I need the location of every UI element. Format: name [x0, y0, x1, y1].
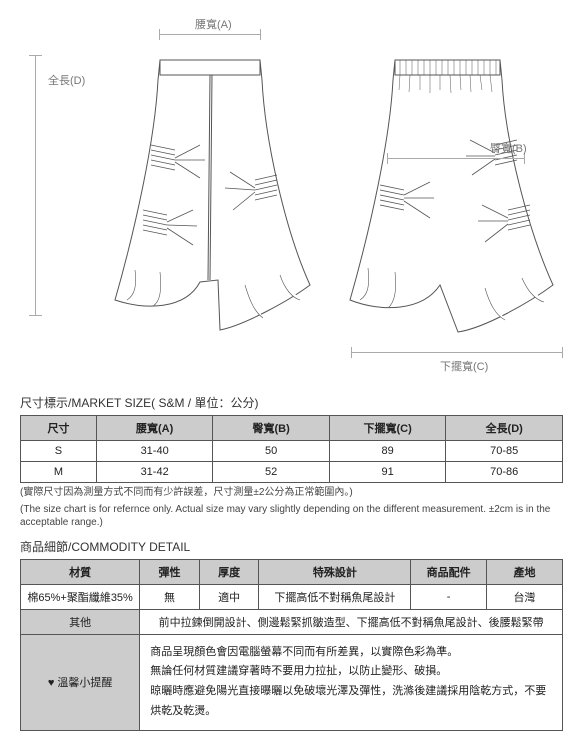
- hip-measure-line: [388, 158, 524, 159]
- size-note-en: (The size chart is for refernce only. Ac…: [20, 503, 563, 530]
- detail-header: 厚度: [199, 559, 259, 584]
- size-header: 腰寬(A): [96, 416, 213, 441]
- detail-cell: 台灣: [487, 584, 563, 609]
- size-cell: 91: [329, 462, 446, 483]
- content-area: 尺寸標示/MARKET SIZE( S&M / 單位：公分) 尺寸 腰寬(A) …: [0, 380, 583, 741]
- size-cell: 50: [213, 441, 330, 462]
- table-row: M 31-42 52 91 70-86: [21, 462, 563, 483]
- detail-section-title: 商品細節/COMMODITY DETAIL: [20, 538, 563, 555]
- tip-line: 商品呈現顏色會因電腦螢幕不同而有所差異，以實際色彩為準。: [150, 643, 552, 663]
- detail-header: 彈性: [140, 559, 200, 584]
- detail-header: 產地: [487, 559, 563, 584]
- front-skirt-drawing: [105, 50, 315, 340]
- waist-measure-line: [160, 34, 260, 35]
- size-header: 全長(D): [446, 416, 563, 441]
- detail-header: 商品配件: [411, 559, 487, 584]
- detail-table: 材質 彈性 厚度 特殊設計 商品配件 產地 棉65%+聚酯纖維35% 無 適中 …: [20, 559, 563, 731]
- table-row: 尺寸 腰寬(A) 臀寬(B) 下擺寬(C) 全長(D): [21, 416, 563, 441]
- other-label: 其他: [21, 609, 140, 634]
- other-value: 前中拉鍊倒開設計、側邊鬆緊抓皺造型、下擺高低不對稱魚尾設計、後腰鬆緊帶: [140, 609, 563, 634]
- size-cell: 89: [329, 441, 446, 462]
- table-row: 材質 彈性 厚度 特殊設計 商品配件 產地: [21, 559, 563, 584]
- table-row: ♥ 溫馨小提醒 商品呈現顏色會因電腦螢幕不同而有所差異，以實際色彩為準。 無論任…: [21, 634, 563, 730]
- hem-width-label: 下擺寬(C): [440, 358, 488, 374]
- tip-line: 無論任何材質建議穿著時不要用力拉扯，以防止變形、破損。: [150, 662, 552, 682]
- detail-header: 材質: [21, 559, 140, 584]
- detail-cell: 無: [140, 584, 200, 609]
- detail-cell: -: [411, 584, 487, 609]
- size-cell: M: [21, 462, 97, 483]
- table-row: 棉65%+聚酯纖維35% 無 適中 下擺高低不對稱魚尾設計 - 台灣: [21, 584, 563, 609]
- size-cell: 31-40: [96, 441, 213, 462]
- detail-cell: 下擺高低不對稱魚尾設計: [259, 584, 411, 609]
- table-row: 其他 前中拉鍊倒開設計、側邊鬆緊抓皺造型、下擺高低不對稱魚尾設計、後腰鬆緊帶: [21, 609, 563, 634]
- hip-width-label: 臀寬(B): [490, 140, 527, 156]
- length-measure-line: [35, 55, 36, 315]
- tips-label: ♥ 溫馨小提醒: [21, 634, 140, 730]
- size-table: 尺寸 腰寬(A) 臀寬(B) 下擺寬(C) 全長(D) S 31-40 50 8…: [20, 415, 563, 483]
- detail-cell: 適中: [199, 584, 259, 609]
- hem-measure-line: [352, 352, 562, 353]
- size-cell: 70-85: [446, 441, 563, 462]
- back-skirt-drawing: [340, 50, 560, 340]
- size-cell: 52: [213, 462, 330, 483]
- size-cell: 70-86: [446, 462, 563, 483]
- detail-cell: 棉65%+聚酯纖維35%: [21, 584, 140, 609]
- detail-header: 特殊設計: [259, 559, 411, 584]
- size-note-zh: (實際尺寸因為測量方式不同而有少許誤差，尺寸測量±2公分為正常範圍內。): [20, 486, 563, 500]
- size-header: 下擺寬(C): [329, 416, 446, 441]
- full-length-label: 全長(D): [48, 72, 85, 88]
- skirt-diagram: 腰寬(A) 全長(D): [0, 0, 583, 380]
- waist-width-label: 腰寬(A): [195, 16, 232, 32]
- size-section-title: 尺寸標示/MARKET SIZE( S&M / 單位：公分): [20, 394, 563, 411]
- tip-line: 晾曬時應避免陽光直接曝曬以免破壞光澤及彈性，洗滌後建議採用陰乾方式，不要烘乾及乾…: [150, 682, 552, 722]
- size-cell: S: [21, 441, 97, 462]
- size-header: 臀寬(B): [213, 416, 330, 441]
- size-cell: 31-42: [96, 462, 213, 483]
- table-row: S 31-40 50 89 70-85: [21, 441, 563, 462]
- size-header: 尺寸: [21, 416, 97, 441]
- tips-cell: 商品呈現顏色會因電腦螢幕不同而有所差異，以實際色彩為準。 無論任何材質建議穿著時…: [140, 634, 563, 730]
